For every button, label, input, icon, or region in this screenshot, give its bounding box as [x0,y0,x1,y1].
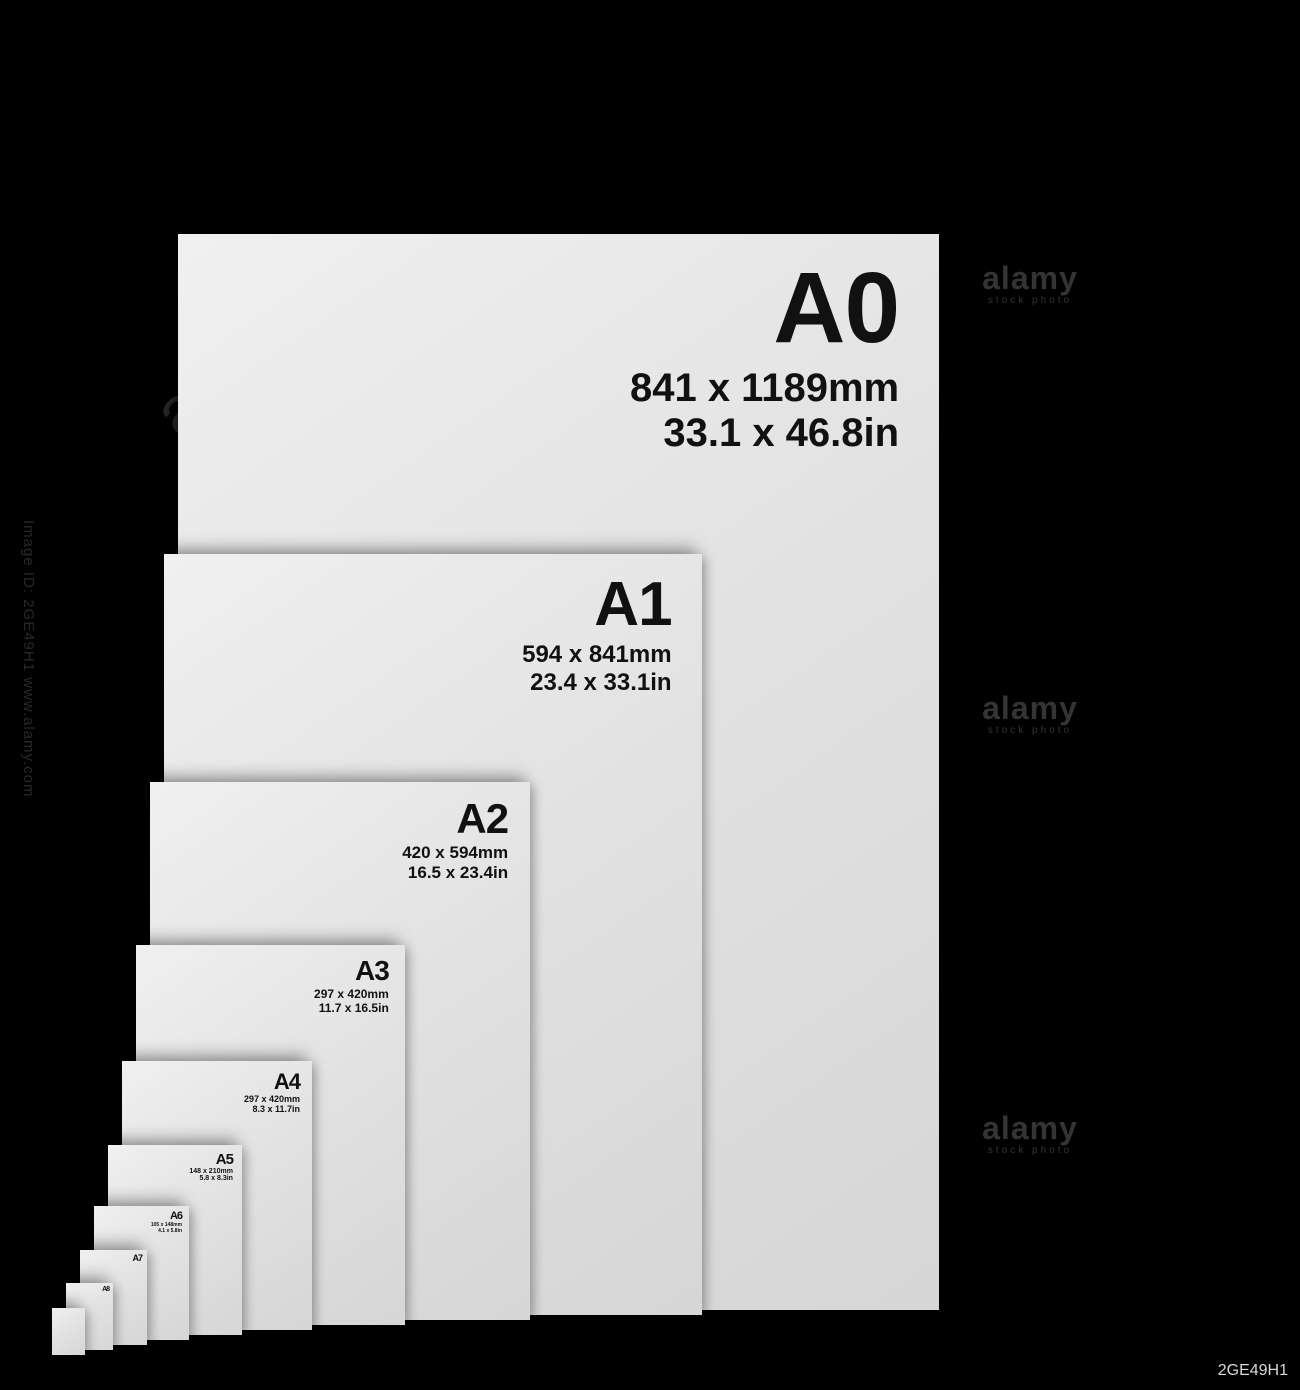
paper-name: A4 [244,1071,300,1093]
paper-name: A7 [132,1254,142,1263]
paper-name: A0 [630,258,899,358]
watermark-logo: alamy stock photo [970,1110,1090,1156]
paper-label-a6: A6105 x 148mm4.1 x 5.8in [151,1211,182,1234]
paper-label-a8: A8 [102,1286,109,1293]
paper-label-a1: A1 594 x 841mm23.4 x 33.1in [522,574,671,697]
paper-dim-mm: 148 x 210mm [189,1168,233,1175]
paper-dim-mm: 594 x 841mm [522,641,671,669]
paper-dim-in: 11.7 x 16.5in [314,1001,389,1015]
watermark-logo: alamy stock photo [970,260,1090,306]
watermark-logo-main: alamy [970,1110,1090,1147]
watermark-logo-main: alamy [970,260,1090,297]
paper-dim-in: 33.1 x 46.8in [630,411,899,456]
paper-name: A3 [314,957,389,985]
paper-label-a5: A5148 x 210mm5.8 x 8.3in [189,1152,233,1182]
paper-label-a7: A7 [132,1254,142,1263]
paper-a9 [52,1308,85,1355]
paper-label-a2: A2 420 x 594mm16.5 x 23.4in [402,798,508,883]
watermark-logo: alamy stock photo [970,690,1090,736]
paper-label-a0: A0 841 x 1189mm33.1 x 46.8in [630,258,899,456]
paper-name: A6 [151,1211,182,1222]
image-id: 2GE49H1 [1218,1362,1288,1380]
paper-dim-in: 5.8 x 8.3in [189,1175,233,1182]
paper-label-a4: A4297 x 420mm8.3 x 11.7in [244,1071,300,1114]
paper-name: A8 [102,1286,109,1293]
paper-dim-in: 23.4 x 33.1in [522,669,671,697]
paper-dim-in: 16.5 x 23.4in [402,863,508,883]
paper-dim-mm: 297 x 420mm [244,1094,300,1104]
watermark-logo-sub: stock photo [970,1145,1090,1156]
paper-dim-mm: 841 x 1189mm [630,366,899,411]
paper-name: A1 [522,574,671,636]
watermark-logo-sub: stock photo [970,295,1090,306]
paper-size-diagram: A0 841 x 1189mm33.1 x 46.8in A1 594 x 841mm… [0,0,1300,1390]
paper-dim-mm: 297 x 420mm [314,987,389,1001]
paper-dim-mm: 420 x 594mm [402,843,508,863]
paper-name: A2 [402,798,508,840]
paper-label-a3: A3 297 x 420mm11.7 x 16.5in [314,957,389,1015]
watermark-logo-sub: stock photo [970,725,1090,736]
paper-dim-in: 4.1 x 5.8in [151,1228,182,1234]
paper-name: A5 [189,1152,233,1167]
watermark-logo-main: alamy [970,690,1090,727]
paper-dim-in: 8.3 x 11.7in [244,1104,300,1114]
